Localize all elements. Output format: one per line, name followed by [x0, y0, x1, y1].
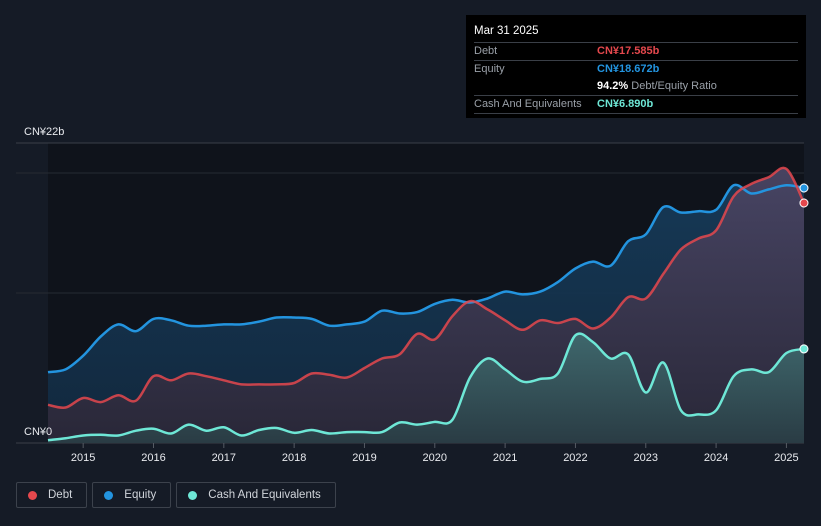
x-tick-label: 2022: [563, 452, 587, 464]
tooltip-label: [474, 78, 597, 95]
cash-area: [48, 333, 804, 443]
tooltip-value-equity: CN¥18.672b: [597, 63, 660, 75]
tooltip-label: Cash And Equivalents: [474, 98, 582, 110]
tooltip-row-cash: Cash And Equivalents CN¥6.890b: [474, 95, 798, 114]
debt-end-marker: [799, 198, 809, 208]
cash-end-marker: [799, 344, 809, 354]
legend-item-cash[interactable]: Cash And Equivalents: [176, 482, 336, 508]
legend-label: Cash And Equivalents: [208, 489, 321, 501]
x-tick-label: 2024: [704, 452, 728, 464]
legend-dot-icon: [104, 490, 114, 500]
tooltip-value-ratio: 94.2% Debt/Equity Ratio: [597, 78, 717, 95]
legend-item-debt[interactable]: Debt: [16, 482, 88, 508]
legend-item-equity[interactable]: Equity: [92, 482, 172, 508]
legend-dot-icon: [188, 490, 198, 500]
tooltip-row-debt: Debt CN¥17.585b: [474, 42, 798, 60]
tooltip-date: Mar 31 2025: [474, 25, 539, 37]
ratio-value: 94.2%: [597, 80, 629, 92]
tooltip-value-debt: CN¥17.585b: [597, 45, 660, 57]
debt-line: [47, 166, 806, 409]
x-tick-label: 2023: [634, 452, 658, 464]
series-areas: [48, 167, 804, 444]
equity-end-marker: [799, 183, 809, 193]
equity-line: [47, 183, 805, 374]
y-axis: CN¥0 CN¥22b: [24, 126, 64, 438]
tooltip-row-ratio: 94.2% Debt/Equity Ratio: [474, 78, 798, 95]
x-tick-label: 2025: [774, 452, 798, 464]
tooltip-label: Equity: [474, 63, 505, 75]
tooltip-row-equity: Equity CN¥18.672b: [474, 60, 798, 78]
end-markers: [799, 141, 821, 445]
series-lines: [47, 166, 806, 442]
tooltip-label: Debt: [474, 45, 498, 57]
x-tick-label: 2017: [212, 452, 236, 464]
x-tick-label: 2018: [282, 452, 306, 464]
ratio-label: Debt/Equity Ratio: [631, 80, 717, 92]
y-tick-label-max: CN¥22b: [24, 126, 64, 138]
cash-line: [47, 332, 805, 442]
y-tick-label-min: CN¥0: [24, 426, 52, 438]
legend-dot-icon: [28, 490, 37, 500]
x-tick-label: 2019: [352, 452, 376, 464]
x-tick-label: 2021: [493, 452, 517, 464]
x-tick-label: 2020: [423, 452, 447, 464]
x-tick-label: 2016: [141, 452, 165, 464]
tooltip: Mar 31 2025 Debt CN¥17.585b Equity CN¥18…: [466, 15, 806, 118]
tooltip-value-cash: CN¥6.890b: [597, 98, 654, 110]
legend-label: Equity: [124, 489, 157, 501]
legend-label: Debt: [48, 489, 73, 501]
right-margin: [805, 141, 821, 445]
x-axis: 2015 2016 2017 2018 2019 2020 2021 2022 2023 2024…: [71, 443, 799, 464]
legend: Debt Equity Cash And Equivalents: [16, 482, 336, 508]
x-tick-label: 2015: [71, 452, 95, 464]
